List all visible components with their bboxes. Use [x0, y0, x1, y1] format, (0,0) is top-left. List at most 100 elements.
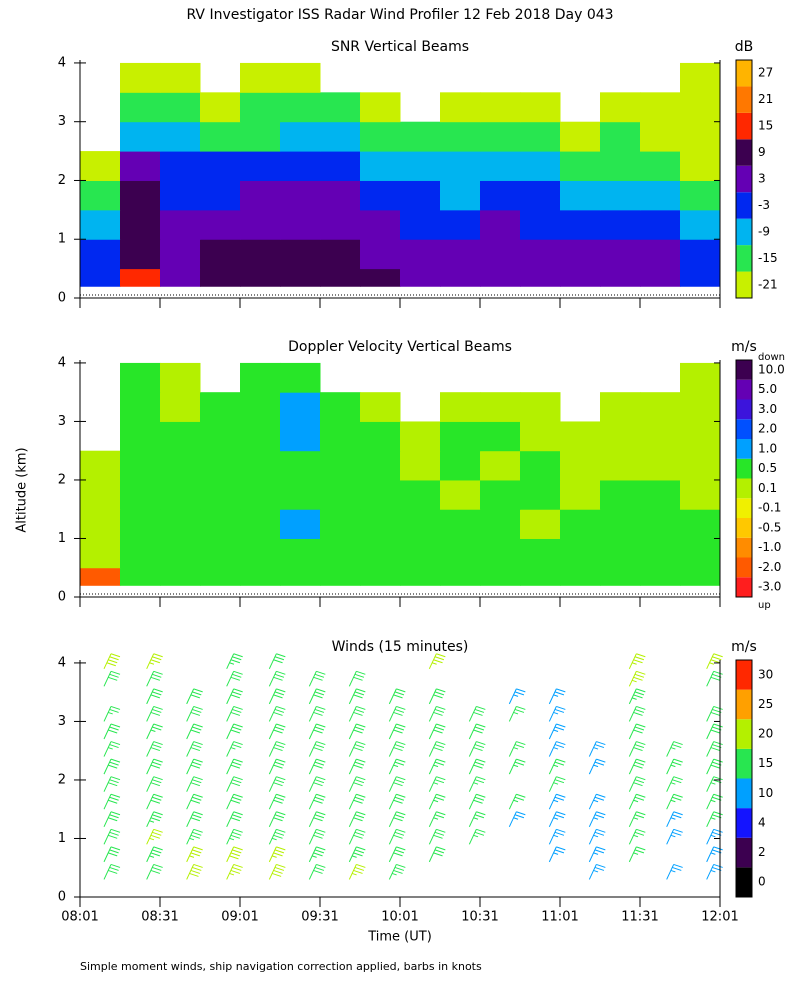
barb-feather — [394, 744, 405, 749]
wind-barb — [308, 670, 326, 687]
barb-feather — [152, 656, 162, 661]
y-tick-label: 3 — [58, 414, 66, 429]
wind-barb — [548, 688, 566, 705]
barb-feather — [670, 782, 676, 785]
colorbar-swatch — [736, 60, 752, 87]
colorbar-swatch — [736, 419, 752, 439]
barb-feather — [514, 761, 525, 766]
barb-feather — [153, 688, 163, 693]
heatmap-cell — [320, 151, 361, 181]
heatmap-cell — [320, 209, 361, 240]
barb-staff — [103, 846, 112, 863]
barb-feather — [110, 653, 121, 658]
heatmap-cell — [80, 538, 121, 569]
colorbar-label: 9 — [758, 145, 766, 159]
wind-barb — [628, 741, 646, 757]
barb-feather — [436, 846, 446, 851]
barb-staff — [226, 723, 235, 740]
barb-staff — [146, 671, 155, 687]
wind-barb — [468, 793, 486, 810]
barb-feather — [232, 726, 242, 731]
barb-feather — [396, 741, 406, 746]
colorbar-swatch — [736, 478, 752, 499]
wind-barb — [268, 828, 286, 845]
wind-barb — [103, 776, 121, 792]
wind-barb — [628, 811, 646, 827]
barb-feather — [316, 776, 326, 781]
barb-feather — [713, 670, 723, 675]
barb-staff — [548, 758, 557, 775]
barb-feather — [353, 799, 363, 804]
heatmap-cell — [640, 392, 681, 422]
barb-staff — [186, 776, 195, 792]
barb-feather — [593, 852, 599, 855]
barb-feather — [672, 779, 682, 784]
barb-feather — [433, 659, 443, 664]
heatmap-cell — [640, 479, 681, 510]
barb-feather — [229, 662, 235, 665]
heatmap-cell — [360, 239, 401, 270]
barb-feather — [356, 670, 366, 675]
heatmap-cell — [160, 62, 201, 93]
wind-barb — [628, 846, 646, 863]
barb-feather — [554, 708, 565, 713]
barb-staff — [508, 706, 517, 722]
y-tick-label: 2 — [58, 472, 66, 487]
barb-feather — [476, 723, 486, 728]
wind-barb — [268, 758, 286, 775]
y-tick-label: 0 — [58, 291, 66, 306]
barb-feather — [110, 723, 121, 728]
barb-feather — [634, 779, 645, 784]
barb-feather — [273, 711, 283, 716]
wind-barb — [186, 846, 203, 863]
barb-staff — [548, 811, 557, 827]
barb-feather — [596, 758, 606, 763]
barb-feather — [713, 758, 723, 763]
heatmap-cell — [400, 151, 441, 181]
colorbar-swatch — [736, 439, 752, 459]
barb-staff — [186, 846, 195, 863]
barb-feather — [109, 866, 119, 871]
barb-feather — [232, 866, 242, 871]
heatmap-cell — [520, 421, 561, 452]
barb-staff — [706, 653, 715, 669]
barb-feather — [150, 764, 161, 769]
barb-feather — [193, 846, 203, 851]
wind-barb — [468, 828, 486, 845]
heatmap-cell — [280, 567, 321, 586]
barb-feather — [474, 744, 485, 749]
barb-feather — [474, 796, 485, 801]
barb-feather — [672, 796, 682, 801]
barb-staff — [666, 741, 675, 757]
barb-feather — [313, 676, 323, 681]
barb-feather — [710, 799, 716, 803]
barb-feather — [316, 846, 326, 851]
barb-feather — [233, 723, 243, 728]
heatmap-cell — [600, 450, 641, 481]
barb-staff — [628, 776, 637, 792]
colorbar-swatch — [736, 379, 752, 400]
barb-feather — [192, 708, 202, 713]
barb-feather — [596, 811, 606, 816]
barb-feather — [556, 846, 566, 851]
heatmap-cell — [120, 180, 161, 211]
wind-barb — [103, 723, 121, 740]
barb-feather — [393, 869, 403, 874]
colorbar-swatch — [736, 867, 752, 897]
barb-feather — [313, 782, 323, 787]
barb-feather — [271, 872, 282, 877]
wind-barb — [268, 705, 286, 722]
barb-feather — [316, 758, 326, 763]
barb-feather — [354, 744, 365, 749]
barb-feather — [713, 811, 723, 816]
heatmap-cell — [280, 121, 321, 152]
barb-staff — [308, 811, 317, 827]
barb-feather — [351, 855, 357, 858]
barb-feather — [273, 764, 283, 769]
wind-barb — [226, 793, 243, 810]
wind-barb — [308, 723, 326, 740]
barb-feather — [434, 708, 445, 713]
barb-staff — [226, 758, 235, 775]
heatmap-cell — [200, 479, 241, 510]
barb-feather — [274, 814, 285, 819]
